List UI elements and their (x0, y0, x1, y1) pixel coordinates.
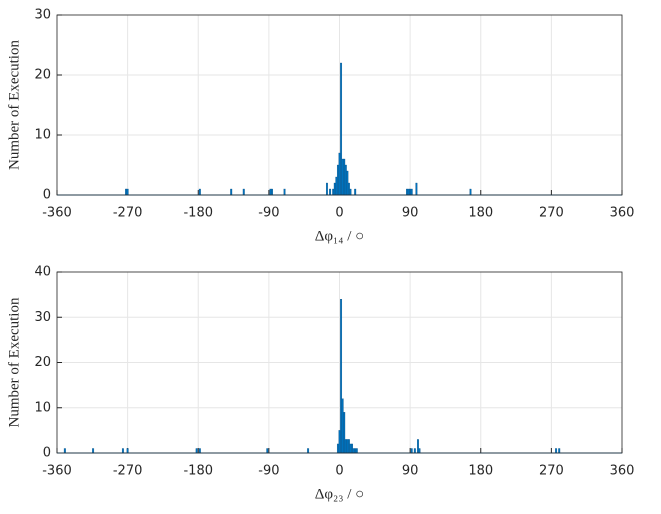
bar (409, 188, 412, 196)
bar (415, 182, 418, 196)
x-tick-label: 360 (610, 206, 635, 221)
y-axis-label: Number of Execution (6, 297, 22, 427)
y-tick-label: 10 (34, 128, 51, 143)
bar (413, 448, 416, 454)
x-tick-label: -180 (183, 206, 213, 221)
bar (349, 443, 352, 454)
bar (230, 188, 233, 196)
x-tick-label: 270 (539, 206, 564, 221)
bar (307, 448, 310, 454)
bar (121, 448, 124, 454)
bar (406, 188, 408, 196)
bar (340, 298, 343, 454)
bar (410, 448, 413, 454)
bar (63, 448, 66, 454)
bar (283, 188, 286, 196)
y-tick-label: 20 (34, 355, 51, 370)
bar (336, 164, 339, 196)
bar (338, 430, 341, 454)
x-tick-label: -90 (258, 464, 279, 479)
bar (351, 443, 354, 454)
x-tick-label: 90 (402, 206, 419, 221)
y-tick-label: 20 (34, 68, 51, 83)
bar (332, 188, 335, 196)
bar (335, 176, 338, 196)
y-tick-label: 0 (43, 446, 51, 461)
bar (341, 158, 344, 196)
bar (126, 448, 129, 454)
bar (125, 188, 128, 196)
bar (344, 164, 347, 196)
y-tick-label: 30 (34, 8, 51, 23)
bar (195, 448, 198, 454)
x-tick-label: -360 (42, 206, 72, 221)
bar (198, 188, 201, 196)
bar (242, 188, 245, 196)
bar (343, 158, 346, 196)
y-tick-label: 0 (43, 188, 51, 203)
bar (349, 188, 352, 196)
y-tick-label: 30 (34, 310, 51, 325)
bar (325, 182, 328, 196)
bar (418, 448, 421, 454)
axes-box (56, 271, 623, 454)
x-tick-label: -270 (113, 206, 143, 221)
bar (347, 439, 350, 454)
axes-box (56, 14, 623, 196)
bar (333, 182, 336, 196)
bar (271, 188, 273, 196)
bar (341, 398, 344, 454)
x-tick-label: -90 (258, 206, 279, 221)
bar (410, 188, 413, 196)
bar (266, 448, 269, 454)
bar (92, 448, 95, 454)
x-tick-label: -360 (42, 464, 72, 479)
bar (558, 448, 561, 454)
bar (352, 448, 355, 454)
x-tick-label: 0 (335, 206, 343, 221)
bar (555, 448, 558, 454)
bar (346, 439, 349, 454)
bar (347, 182, 350, 196)
bar (340, 62, 343, 196)
y-tick-label: 40 (34, 265, 51, 280)
bar (344, 439, 347, 454)
x-tick-label: 180 (468, 464, 493, 479)
bar (346, 170, 349, 196)
bar (407, 188, 410, 196)
x-tick-label: -180 (183, 464, 213, 479)
bar (469, 188, 472, 196)
bar (354, 448, 357, 454)
x-tick-label: 0 (335, 464, 343, 479)
bar (343, 412, 346, 454)
x-axis-label: Δφ₂₃ / ○ (315, 486, 365, 502)
bar (354, 188, 357, 196)
bar (126, 188, 129, 196)
bar (198, 448, 201, 454)
x-tick-label: 90 (402, 464, 419, 479)
bar (329, 188, 332, 196)
bar (338, 152, 341, 196)
x-tick-label: 360 (610, 464, 635, 479)
x-axis-label: Δφ₁₄ / ○ (315, 228, 365, 244)
bar (336, 443, 339, 454)
bar (355, 448, 358, 454)
bar (417, 439, 419, 454)
x-tick-label: 270 (539, 464, 564, 479)
y-tick-label: 10 (34, 400, 51, 415)
x-tick-label: -270 (113, 464, 143, 479)
y-axis-label: Number of Execution (6, 40, 22, 170)
x-tick-label: 180 (468, 206, 493, 221)
bar (269, 188, 272, 196)
